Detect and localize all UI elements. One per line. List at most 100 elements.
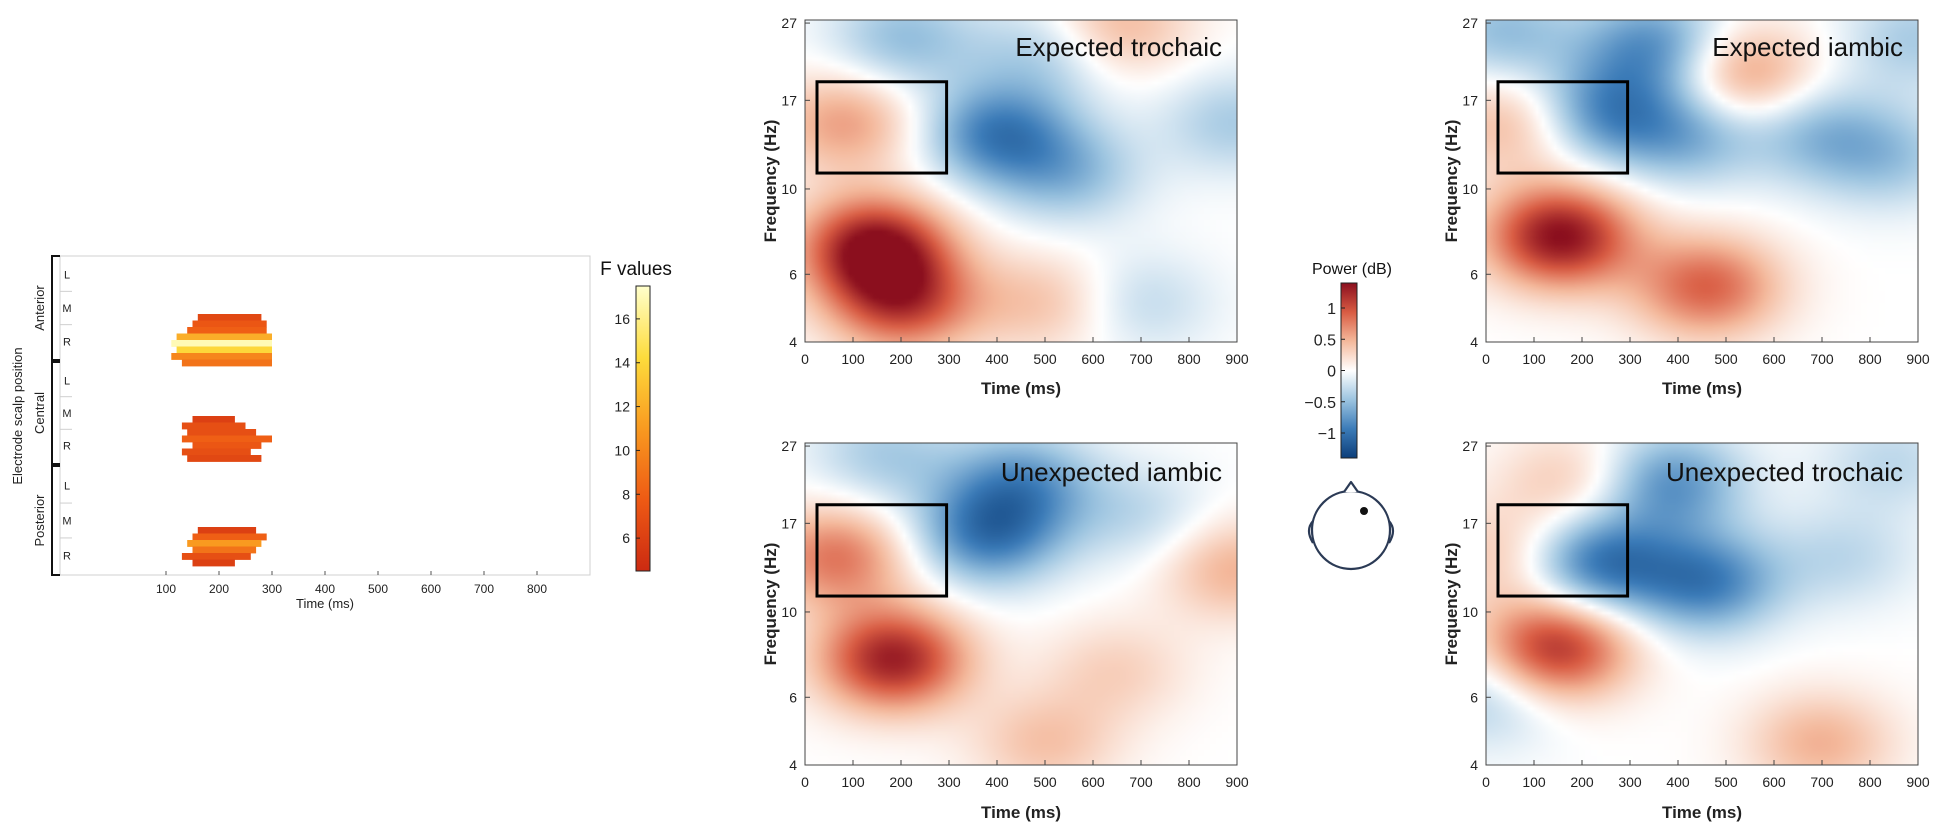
panel-unexpected-trochaic-y-label: Frequency (Hz) [1442,543,1461,666]
tf-x-tick-label: 400 [1666,774,1690,790]
group-bracket [51,255,60,361]
tf-x-tick-label: 200 [889,351,913,367]
tf-x-tick-label: 300 [1618,774,1642,790]
roi-box [1496,503,1630,598]
tf-y-tick-label: 10 [781,604,797,620]
tf-heatmap-image [805,443,1237,765]
f-cluster-row [187,429,257,436]
row-label: M [62,408,71,420]
panel-expected-iambic-axes: 0 100 200 300 400 500 600 700 800 900 4 6 10 17 27 [1462,15,1929,367]
f-map-clusters [171,314,272,567]
tf-frame [1485,19,1919,343]
tf-y-tick-label: 6 [1470,689,1478,705]
tf-y-tick-label: 17 [781,92,797,108]
tf-x-tick-label: 900 [1906,351,1930,367]
f-colorbar-tick-label: 10 [614,442,630,458]
tf-x-tick-label: 600 [1762,351,1786,367]
f-cluster-anterior [171,314,272,367]
row-label: M [62,303,71,315]
tf-x-tick-label: 800 [1858,774,1882,790]
f-cluster-row [181,553,251,560]
power-colorbar-tick-label: 1 [1327,301,1336,318]
panel-unexpected-trochaic: 0 100 200 300 400 500 600 700 800 900 4 6 10 17 27 Une… [1442,438,1930,822]
group-label: Central [32,392,47,434]
panel-unexpected-iambic-y-label: Frequency (Hz) [761,543,780,666]
tf-y-tick-label: 4 [789,334,797,350]
tf-x-tick-label: 700 [1810,774,1834,790]
f-map-x-tick-label: 600 [421,582,441,596]
f-cluster-row [176,333,272,341]
tf-y-tick-label: 10 [1462,604,1478,620]
f-colorbar [635,285,651,572]
panel-expected-iambic-title: Expected iambic [1712,32,1903,62]
f-cluster-row [187,327,267,334]
f-cluster-row [187,455,262,462]
f-map-x-tick-label: 700 [474,582,494,596]
f-cluster-row [192,546,257,554]
f-colorbar-ticks: 6 8 10 12 14 16 [614,311,640,546]
panel-unexpected-iambic-title: Unexpected iambic [1001,457,1222,487]
f-map-x-label: Time (ms) [296,596,354,611]
panel-expected-iambic-x-label: Time (ms) [1662,379,1742,398]
tf-y-tick-label: 27 [781,15,797,31]
power-colorbar-tick-label: −1 [1318,426,1336,443]
tf-heatmap-image [1486,20,1918,342]
tf-x-tick-label: 200 [1570,774,1594,790]
group-bracket [51,465,60,576]
tf-x-tick-label: 0 [1482,351,1490,367]
f-cluster-row [197,527,257,534]
tf-frame [1485,442,1919,766]
panel-unexpected-iambic: 0 100 200 300 400 500 600 700 800 900 4 6 10 17 27 Une… [761,438,1249,822]
panel-expected-iambic: 0 100 200 300 400 500 600 700 800 900 4 6 10 17 27 Exp… [1442,15,1930,398]
panel-unexpected-trochaic-axes: 0 100 200 300 400 500 600 700 800 900 4 6 10 17 27 [1462,438,1929,790]
tf-y-tick-label: 17 [781,515,797,531]
tf-y-tick-label: 6 [789,266,797,282]
f-colorbar-tick-label: 12 [614,399,630,415]
group-label: Posterior [32,494,47,547]
tf-x-tick-label: 200 [1570,351,1594,367]
f-map-x-tick-label: 500 [368,582,388,596]
f-cluster-row [192,533,267,541]
f-map-y-label: Electrode scalp position [10,347,25,484]
power-colorbar-label: Power (dB) [1312,261,1392,278]
row-label: L [64,270,70,282]
tf-x-tick-label: 600 [1081,351,1105,367]
tf-x-tick-label: 700 [1129,774,1153,790]
panel-unexpected-trochaic-x-label: Time (ms) [1662,803,1742,822]
tf-x-tick-label: 800 [1177,351,1201,367]
group-bracket [51,361,60,465]
tf-x-tick-label: 0 [801,351,809,367]
f-cluster-row [192,559,235,567]
f-map-x-ticks: 100 200 300 400 500 600 700 800 [156,571,547,596]
tf-x-tick-label: 600 [1762,774,1786,790]
f-cluster-row [171,353,272,360]
tf-y-tick-label: 6 [1470,266,1478,282]
tf-x-tick-label: 100 [1522,351,1546,367]
tf-x-tick-label: 800 [1177,774,1201,790]
tf-y-tick-label: 4 [1470,757,1478,773]
tf-x-tick-label: 300 [937,351,961,367]
tf-heatmap-image [1486,443,1918,765]
tf-y-tick-label: 4 [1470,334,1478,350]
row-label: R [63,336,71,348]
tf-x-tick-label: 500 [1714,774,1738,790]
tf-x-tick-label: 500 [1714,351,1738,367]
f-cluster-row [197,314,262,321]
f-cluster-central [181,416,272,462]
tf-x-tick-label: 600 [1081,774,1105,790]
f-cluster-row [181,435,272,443]
f-cluster-row [181,359,272,367]
f-cluster-row [192,416,235,423]
group-label: Anterior [32,285,47,331]
f-cluster-posterior [181,527,267,567]
power-colorbar-tick-label: −0.5 [1304,395,1336,412]
f-cluster-row [171,340,272,347]
tf-x-tick-label: 700 [1810,351,1834,367]
row-label: L [64,375,70,387]
row-label: R [63,550,71,562]
roi-box [1496,80,1630,175]
panel-expected-trochaic: 0 100 200 300 400 500 600 700 800 900 4 6 10 17 27 Exp… [761,15,1249,398]
tf-frame [804,442,1238,766]
